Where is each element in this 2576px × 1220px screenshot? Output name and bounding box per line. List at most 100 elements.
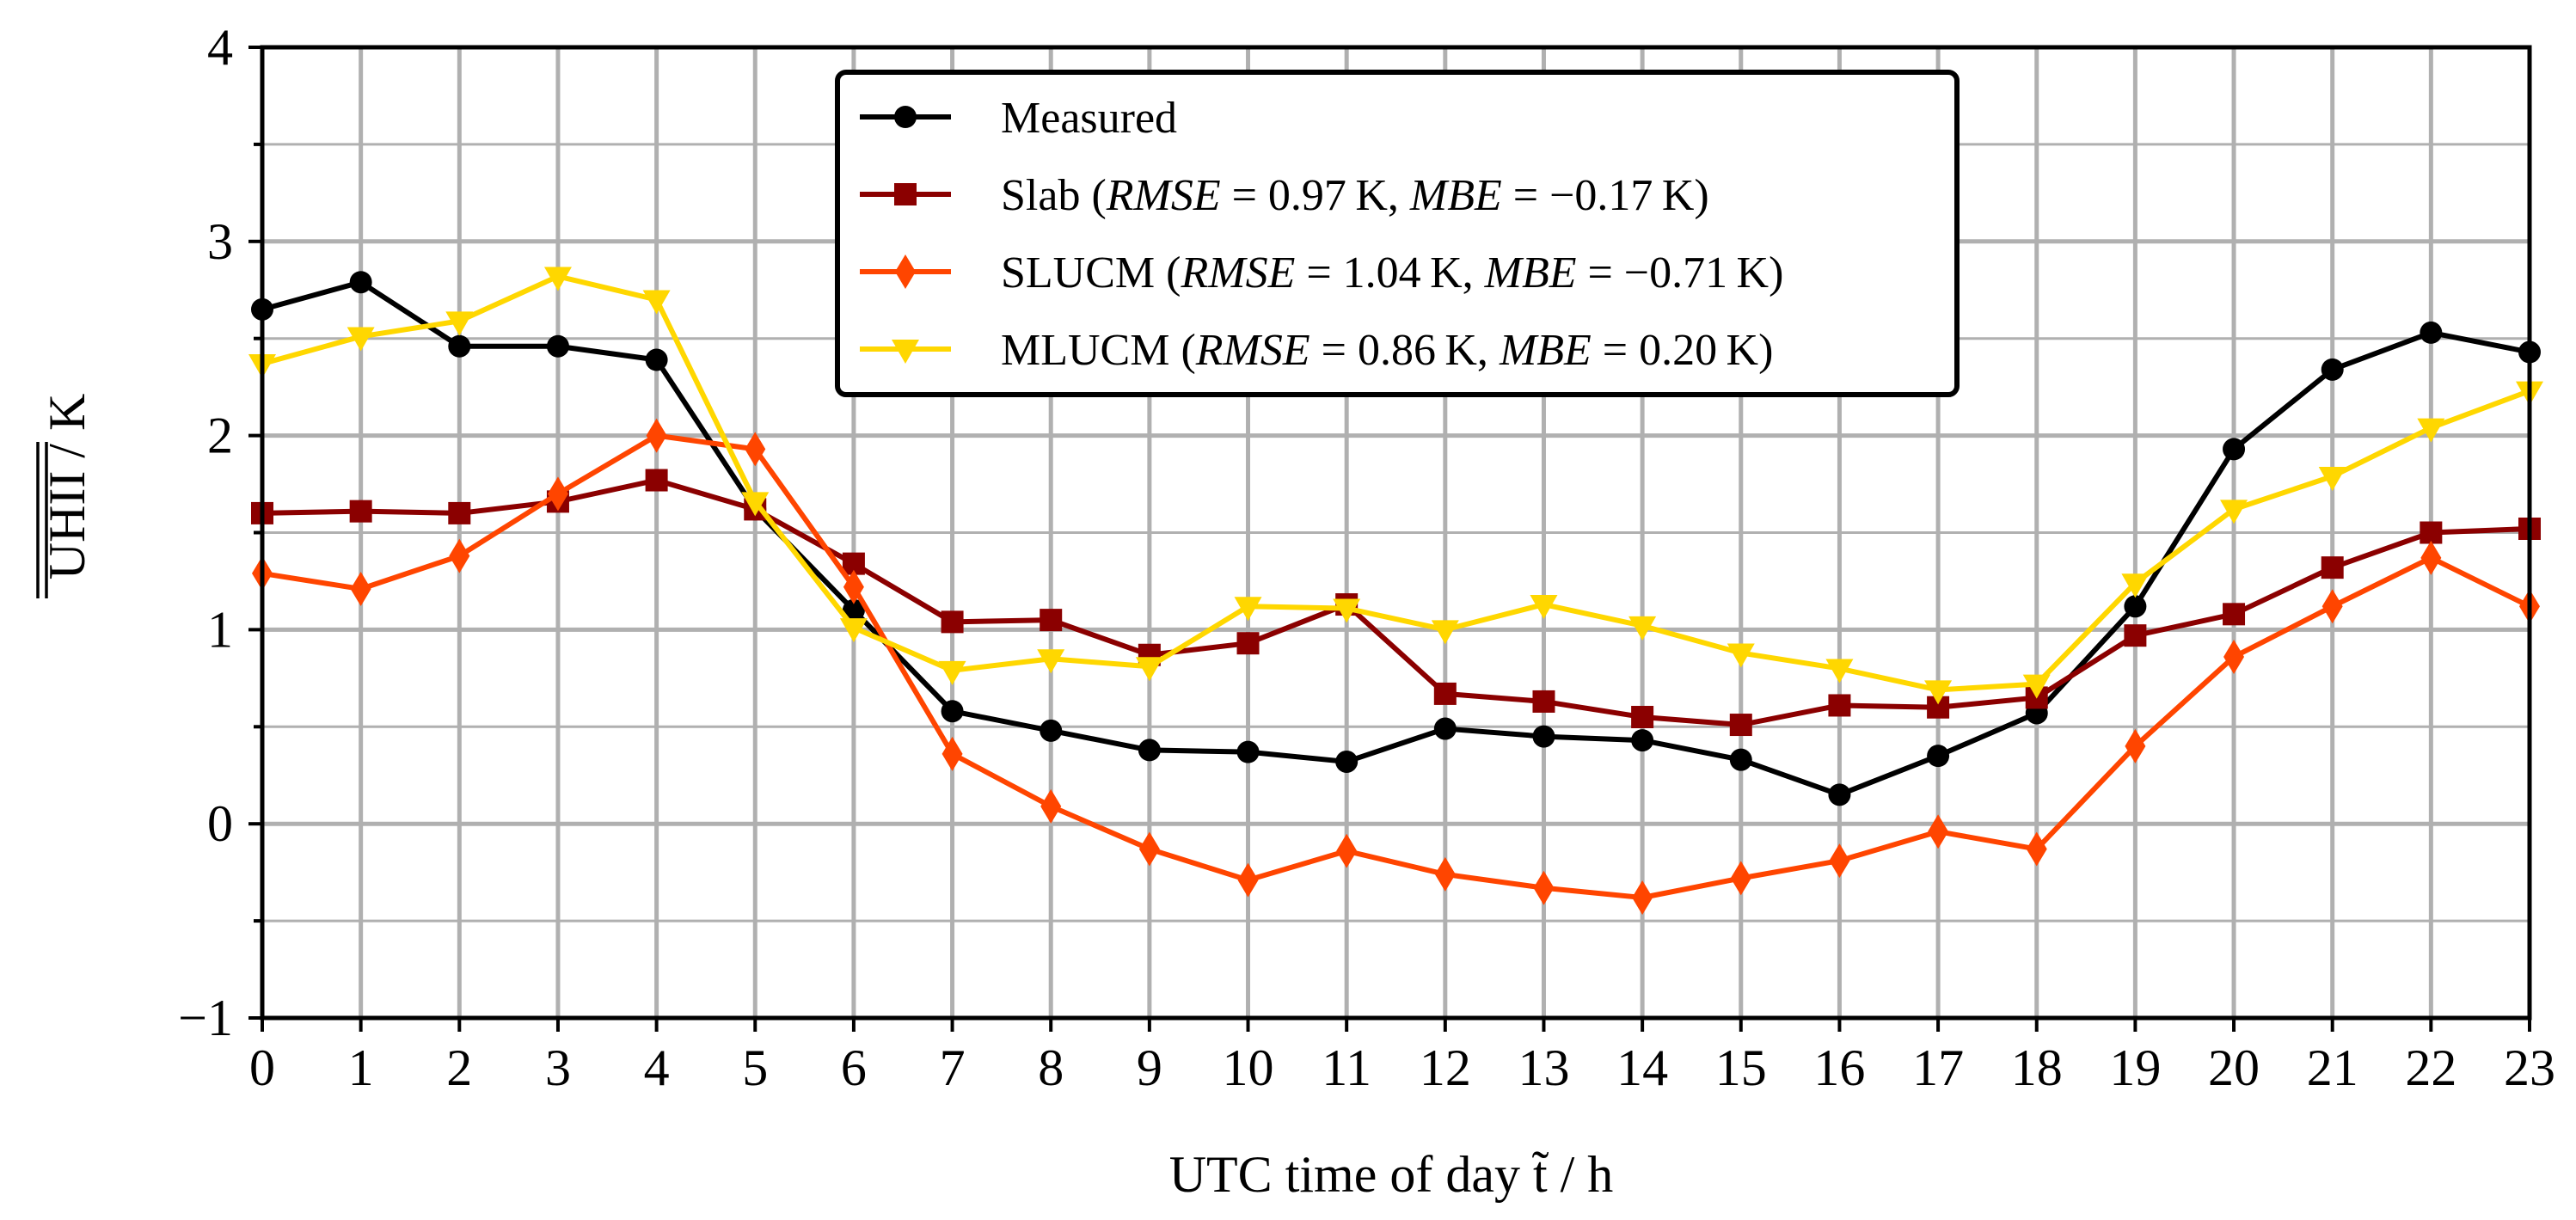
- axis-ticks: [248, 46, 2531, 1032]
- legend-metric-name: MBE: [1499, 326, 1592, 375]
- data-point-mlucm: [543, 267, 572, 291]
- data-point-slucm: [350, 571, 371, 606]
- data-point-slab: [1729, 714, 1752, 737]
- data-point-measured: [2124, 595, 2147, 618]
- x-tick-label: 9: [1137, 1039, 1162, 1096]
- legend-text-part: = 0.86 K,: [1310, 326, 1500, 375]
- y-axis-title: UHII / K: [36, 394, 95, 598]
- legend-metric-name: RMSE: [1195, 326, 1310, 375]
- data-point-slucm: [547, 476, 568, 512]
- y-tick-label: 3: [207, 213, 233, 270]
- x-tick-label: 0: [249, 1039, 275, 1096]
- y-tick-label: 0: [207, 795, 233, 852]
- legend-text-part: = 0.20 K): [1592, 326, 1774, 375]
- data-point-measured: [1236, 740, 1260, 763]
- x-tick-label: 4: [644, 1039, 670, 1096]
- data-point-mlucm: [1628, 616, 1657, 641]
- x-tick-label: 8: [1038, 1039, 1064, 1096]
- legend-text-part: = −0.17 K): [1502, 171, 1709, 220]
- data-point-measured: [1040, 719, 1063, 742]
- legend-metric-name: RMSE: [1180, 248, 1295, 297]
- data-point-measured: [842, 598, 865, 622]
- x-tick-label: 11: [1322, 1039, 1371, 1096]
- data-point-slucm: [1336, 833, 1358, 868]
- series-slucm-line: [261, 432, 2531, 901]
- x-tick-label: 1: [348, 1039, 374, 1096]
- data-point-mlucm: [2121, 573, 2150, 598]
- data-point-slucm: [843, 569, 864, 604]
- data-point-mlucm: [938, 660, 966, 685]
- x-tick-label: 10: [1223, 1039, 1274, 1096]
- x-tick-label: 5: [742, 1039, 768, 1096]
- data-point-measured: [2420, 321, 2443, 344]
- y-tick-label: 1: [207, 601, 233, 658]
- data-point-measured: [2223, 438, 2246, 461]
- x-tick-label: 18: [2011, 1039, 2063, 1096]
- y-tick-label: −1: [178, 990, 233, 1046]
- series-measured-line: [261, 279, 2530, 798]
- data-point-mlucm: [2022, 674, 2051, 699]
- series-slab: [251, 469, 2541, 737]
- x-tick-label: 21: [2307, 1039, 2358, 1096]
- data-point-mlucm: [2417, 418, 2445, 443]
- legend-metric-name: MBE: [1484, 248, 1577, 297]
- series-mlucm: [248, 267, 2543, 705]
- legend-text-part: = 1.04 K,: [1295, 248, 1484, 297]
- legend-marker-slucm: [895, 254, 916, 289]
- legend-label-measured: Measured: [1001, 94, 1177, 143]
- data-point-measured: [645, 348, 668, 371]
- x-tick-label: 3: [545, 1039, 571, 1096]
- data-point-measured: [1828, 783, 1851, 806]
- legend-label-slucm: SLUCM (RMSE = 1.04 K, MBE = −0.71 K): [1001, 248, 1783, 297]
- legend-marker-slab: [894, 183, 917, 205]
- legend-text-part: Slab (: [1001, 171, 1107, 220]
- data-point-slucm: [745, 432, 766, 467]
- y-axis-title-text: UHII / K: [39, 394, 95, 580]
- data-point-mlucm: [1431, 620, 1459, 645]
- series-slucm: [252, 418, 2540, 916]
- data-point-slucm: [1632, 880, 1653, 916]
- x-tick-label: 13: [1518, 1039, 1569, 1096]
- data-point-slab: [645, 469, 668, 492]
- data-point-measured: [1138, 739, 1161, 762]
- legend-text-part: = −0.71 K): [1576, 248, 1783, 297]
- legend-item-slucm: SLUCM (RMSE = 1.04 K, MBE = −0.71 K): [860, 248, 1783, 297]
- series-mlucm-line: [261, 273, 2531, 693]
- legend-box: [835, 70, 1960, 397]
- x-tick-label: 7: [940, 1039, 966, 1096]
- data-point-mlucm: [642, 290, 671, 315]
- data-point-slucm: [1040, 788, 1062, 824]
- data-point-mlucm: [741, 492, 770, 517]
- y-tick-label: 4: [207, 19, 233, 76]
- data-point-slucm: [1237, 862, 1259, 898]
- data-point-measured: [1335, 750, 1359, 773]
- data-point-slucm: [1138, 831, 1160, 867]
- legend-label-slab: Slab (RMSE = 0.97 K, MBE = −0.17 K): [1001, 171, 1709, 220]
- data-point-slucm: [1928, 814, 1949, 849]
- legend-marker-measured: [894, 106, 917, 128]
- data-point-slucm: [449, 538, 470, 573]
- data-point-slab: [1828, 694, 1851, 717]
- x-axis-title: UTC time of day t̃ / h: [1169, 1146, 1614, 1203]
- data-point-mlucm: [1530, 595, 1558, 620]
- data-point-slucm: [2420, 540, 2442, 575]
- legend-item-mlucm: MLUCM (RMSE = 0.86 K, MBE = 0.20 K): [860, 326, 1773, 375]
- series-measured: [251, 271, 2541, 806]
- data-point-measured: [1729, 748, 1752, 771]
- legend-label-mlucm: MLUCM (RMSE = 0.86 K, MBE = 0.20 K): [1001, 326, 1773, 375]
- x-tick-label: 2: [446, 1039, 472, 1096]
- data-point-slucm: [2125, 728, 2146, 763]
- data-point-slucm: [1434, 856, 1456, 892]
- x-tick-label: 6: [841, 1039, 867, 1096]
- data-point-mlucm: [1135, 657, 1163, 682]
- legend-text-part: = 0.97 K,: [1221, 171, 1410, 220]
- data-point-measured: [1631, 729, 1654, 752]
- data-point-slab: [1040, 609, 1063, 632]
- data-point-slab: [2124, 624, 2147, 647]
- data-point-mlucm: [445, 311, 474, 336]
- legend-metric-name: RMSE: [1106, 171, 1221, 220]
- x-tick-label: 16: [1813, 1039, 1865, 1096]
- x-tick-label: 17: [1912, 1039, 1964, 1096]
